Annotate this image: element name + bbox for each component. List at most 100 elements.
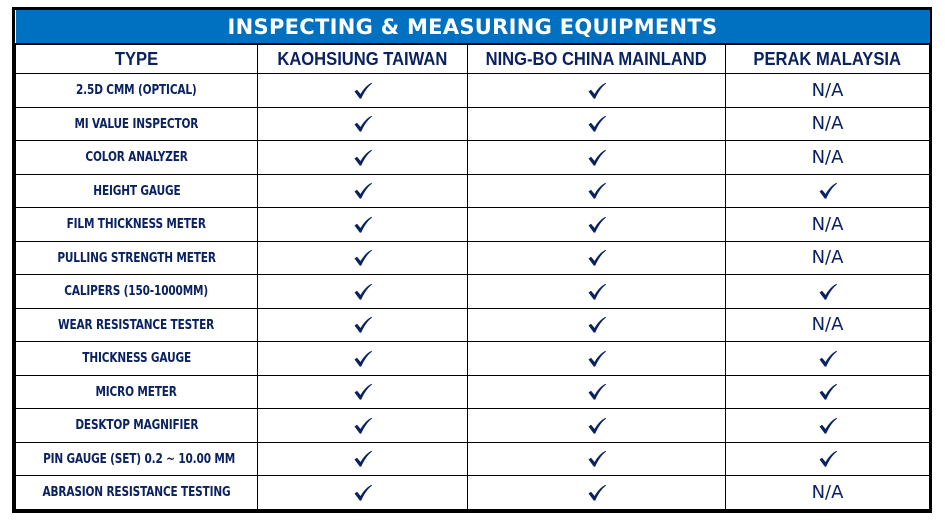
kaohsiung-cell	[257, 441, 468, 476]
ningbo-cell	[467, 374, 726, 409]
checkmark-icon	[588, 350, 606, 367]
na-label: N/A	[811, 113, 844, 135]
type-cell: DESKTOP MAGNIFIER	[15, 408, 258, 443]
kaohsiung-cell	[257, 341, 468, 376]
header-perak: PERAK MALAYSIA	[724, 43, 931, 74]
checkmark-icon	[819, 384, 837, 400]
ningbo-cell	[467, 475, 726, 510]
checkmark-icon	[588, 250, 606, 266]
checkmark-icon	[588, 216, 606, 233]
ningbo-cell	[467, 341, 726, 376]
kaohsiung-cell	[257, 408, 468, 443]
perak-cell: N/A	[724, 307, 931, 342]
perak-cell	[724, 173, 931, 208]
perak-cell	[724, 374, 931, 409]
kaohsiung-cell	[257, 106, 468, 141]
na-label: N/A	[811, 247, 844, 269]
na-label: N/A	[811, 213, 844, 235]
table-row: HEIGHT GAUGE	[15, 173, 931, 208]
perak-cell	[724, 441, 931, 476]
ningbo-cell	[467, 240, 726, 275]
table-row: THICKNESS GAUGE	[15, 341, 931, 376]
checkmark-icon	[588, 417, 606, 434]
checkmark-icon	[588, 149, 606, 166]
kaohsiung-cell	[257, 73, 468, 108]
na-label: N/A	[811, 314, 844, 336]
type-label: COLOR ANALYZER	[85, 149, 188, 166]
title-row: INSPECTING & MEASURING EQUIPMENTS	[15, 10, 930, 45]
checkmark-icon	[354, 116, 372, 132]
checkmark-icon	[354, 149, 372, 166]
checkmark-icon	[819, 183, 837, 199]
na-label: N/A	[811, 79, 844, 101]
header-type: TYPE	[15, 43, 258, 74]
header-ningbo: NING-BO CHINA MAINLAND	[467, 43, 726, 74]
header-kaohsiung: KAOHSIUNG TAIWAN	[257, 43, 468, 74]
ningbo-cell	[467, 441, 726, 476]
checkmark-icon	[354, 484, 372, 501]
perak-cell: N/A	[724, 73, 931, 108]
checkmark-icon	[588, 183, 606, 199]
type-cell: MICRO METER	[15, 374, 258, 409]
type-label: MI VALUE INSPECTOR	[74, 115, 199, 132]
type-cell: WEAR RESISTANCE TESTER	[15, 307, 258, 342]
checkmark-icon	[354, 451, 372, 467]
ningbo-cell	[467, 207, 726, 242]
ningbo-cell	[467, 307, 726, 342]
perak-cell	[724, 408, 931, 443]
type-cell: ABRASION RESISTANCE TESTING	[15, 475, 258, 510]
type-label: MICRO METER	[95, 383, 178, 400]
perak-cell: N/A	[724, 140, 931, 175]
kaohsiung-cell	[257, 374, 468, 409]
checkmark-icon	[588, 317, 606, 333]
checkmark-icon	[354, 216, 372, 233]
table-title: INSPECTING & MEASURING EQUIPMENTS	[15, 10, 930, 45]
type-label: WEAR RESISTANCE TESTER	[58, 316, 215, 333]
table-row: 2.5D CMM (OPTICAL) N/A	[15, 73, 931, 108]
type-cell: PULLING STRENGTH METER	[15, 240, 258, 275]
type-cell: MI VALUE INSPECTOR	[15, 106, 258, 141]
na-label: N/A	[811, 146, 844, 168]
ningbo-cell	[467, 106, 726, 141]
type-label: CALIPERS (150-1000MM)	[64, 283, 209, 300]
checkmark-icon	[819, 350, 837, 367]
table-row: CALIPERS (150-1000MM)	[15, 274, 931, 309]
na-label: N/A	[811, 481, 844, 503]
table-row: PIN GAUGE (SET) 0.2 ~ 10.00 MM	[15, 441, 931, 476]
equipment-table: INSPECTING & MEASURING EQUIPMENTS TYPE K…	[12, 7, 932, 513]
table-row: COLOR ANALYZER N/A	[15, 140, 931, 175]
type-cell: COLOR ANALYZER	[15, 140, 258, 175]
header-row: TYPE KAOHSIUNG TAIWAN NING-BO CHINA MAIN…	[15, 43, 931, 74]
checkmark-icon	[819, 417, 837, 434]
type-label: HEIGHT GAUGE	[92, 182, 181, 199]
table-row: DESKTOP MAGNIFIER	[15, 408, 931, 443]
kaohsiung-cell	[257, 475, 468, 510]
perak-cell: N/A	[724, 207, 931, 242]
type-label: PIN GAUGE (SET) 0.2 ~ 10.00 MM	[43, 450, 236, 467]
checkmark-icon	[354, 183, 372, 199]
table-row: MI VALUE INSPECTOR N/A	[15, 106, 931, 141]
checkmark-icon	[819, 283, 837, 300]
table-row: MICRO METER	[15, 374, 931, 409]
perak-cell	[724, 274, 931, 309]
table-row: WEAR RESISTANCE TESTER N/A	[15, 307, 931, 342]
table-body: 2.5D CMM (OPTICAL) N/A MI VALUE INSPECTO…	[15, 73, 931, 510]
table-row: PULLING STRENGTH METER N/A	[15, 240, 931, 275]
perak-cell	[724, 341, 931, 376]
type-cell: THICKNESS GAUGE	[15, 341, 258, 376]
perak-cell: N/A	[724, 106, 931, 141]
type-label: DESKTOP MAGNIFIER	[75, 417, 198, 434]
checkmark-icon	[354, 350, 372, 367]
checkmark-icon	[354, 384, 372, 400]
type-cell: HEIGHT GAUGE	[15, 173, 258, 208]
checkmark-icon	[588, 116, 606, 132]
type-cell: 2.5D CMM (OPTICAL)	[15, 73, 258, 108]
checkmark-icon	[354, 250, 372, 266]
type-label: THICKNESS GAUGE	[82, 350, 191, 367]
checkmark-icon	[819, 451, 837, 467]
checkmark-icon	[588, 451, 606, 467]
ningbo-cell	[467, 140, 726, 175]
kaohsiung-cell	[257, 274, 468, 309]
type-cell: CALIPERS (150-1000MM)	[15, 274, 258, 309]
ningbo-cell	[467, 173, 726, 208]
